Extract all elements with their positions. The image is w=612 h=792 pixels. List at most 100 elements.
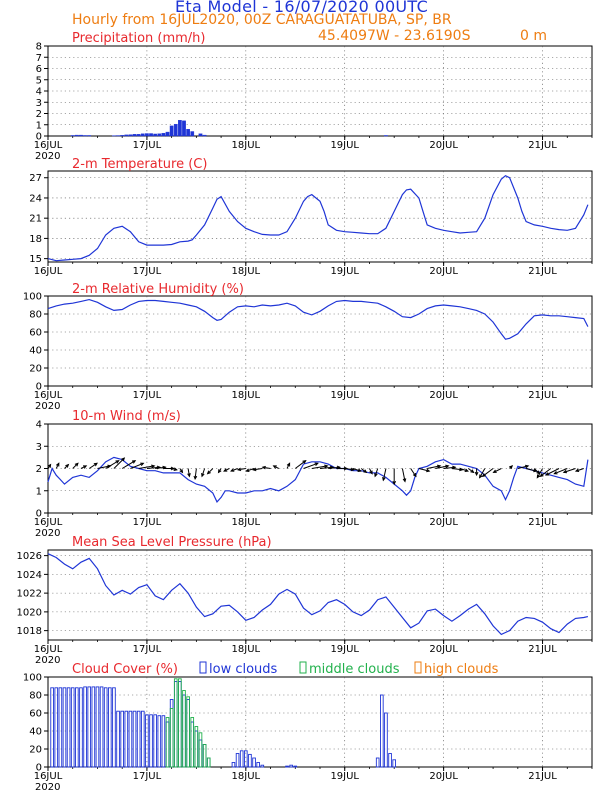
y-tick-label: 21	[29, 214, 42, 225]
panel-rh: 0 20 40 60 80 100 16JUL 17JUL 18JUL 19JUL 20JUL 21J…	[23, 282, 593, 412]
cloud-bar-middle-clouds	[190, 717, 195, 768]
cloud-bar-low-clouds	[293, 765, 298, 768]
wind-vector-head	[121, 457, 126, 462]
precip-bar	[153, 133, 158, 137]
wind-vector	[155, 466, 166, 469]
x-tick-label: 17JUL	[133, 644, 162, 655]
x-tick-label: 19JUL	[330, 644, 359, 655]
cloud-bar-low-clouds	[95, 686, 100, 768]
cloud-bar-low-clouds	[91, 686, 96, 768]
wind-vector	[427, 465, 441, 469]
cloud-bar-low-clouds	[66, 687, 71, 768]
wind-vector-head	[553, 470, 558, 475]
cloud-bar-middle-clouds	[165, 717, 170, 768]
cloud-bar-low-clouds	[58, 687, 63, 768]
wind-vector-head	[464, 468, 470, 472]
wind-vector-head	[314, 462, 319, 466]
wind-vector-head	[324, 464, 329, 469]
wind-vector-head	[223, 468, 228, 472]
wind-vector	[105, 460, 119, 469]
wind-vector-head	[206, 470, 211, 475]
wind-vector-head	[470, 469, 475, 474]
y-tick-label: 7	[36, 53, 42, 64]
wind-vector	[479, 468, 486, 478]
cloud-bar-low-clouds	[75, 687, 79, 768]
plot-frame	[47, 549, 593, 641]
wind-vector	[319, 466, 334, 469]
cloud-bar-low-clouds	[285, 765, 289, 768]
cloud-bar-low-clouds	[120, 710, 124, 768]
y-tick-label: 4	[36, 420, 42, 431]
cloud-bar-low-clouds	[50, 687, 54, 768]
precip-bar	[202, 134, 207, 137]
wind-vector	[72, 462, 79, 469]
panel-title: Mean Sea Level Pressure (hPa)	[72, 535, 272, 550]
panel-temp: 15 18 21 24 27 16JUL 17JUL 18JUL 19JUL 20JUL 21JUL…	[29, 157, 593, 277]
cloud-bar-low-clouds	[79, 687, 83, 768]
wind-vector	[113, 457, 125, 469]
wind-vector	[237, 468, 246, 471]
precip-bar	[198, 133, 203, 137]
wind-vector-head	[55, 462, 60, 467]
x-tick-label: 17JUL	[133, 140, 162, 151]
y-tick-label: 8	[36, 42, 42, 53]
cloud-bar-low-clouds	[103, 687, 108, 768]
precip-bar	[124, 134, 129, 137]
precip-bar	[157, 133, 162, 137]
precip-bar	[186, 129, 190, 137]
panel-title: 2-m Relative Humidity (%)	[72, 282, 244, 297]
cloud-bar-low-clouds	[248, 753, 252, 768]
y-tick-label: 1020	[17, 607, 42, 618]
legend-label: middle clouds	[309, 662, 400, 677]
cloud-bar-low-clouds	[239, 750, 244, 768]
y-tick-label: 100	[23, 673, 42, 684]
wind-vector-head	[170, 466, 175, 471]
precip-bar	[87, 135, 92, 137]
precip-bar	[178, 120, 182, 137]
wind-vector-head	[272, 465, 277, 469]
wind-vector	[493, 468, 502, 473]
wind-vector	[253, 468, 263, 471]
wind-vector-head	[74, 462, 79, 467]
y-tick-label: 20	[29, 745, 42, 756]
y-tick-label: 0	[36, 382, 42, 393]
x-tick-label: 18JUL	[232, 140, 261, 151]
wind-vector	[97, 465, 111, 469]
y-tick-label: 40	[29, 727, 42, 738]
y-tick-label: 1	[36, 486, 42, 497]
plot-frame	[47, 676, 593, 768]
x-tick-label: 20JUL	[429, 266, 458, 277]
wind-vector-head	[392, 480, 397, 486]
legend-swatch	[414, 661, 422, 674]
wind-vector-head	[65, 463, 70, 468]
wind-vector-head	[201, 473, 205, 478]
wind-vector-head	[286, 462, 291, 467]
precip-bar	[136, 134, 141, 137]
precip-bar	[70, 135, 75, 137]
x-tick-label: 17JUL	[133, 517, 162, 528]
precip-bar	[140, 133, 145, 137]
cloud-bar-low-clouds	[132, 710, 137, 768]
wind-vector-head	[544, 472, 550, 476]
wind-vector-head	[115, 460, 120, 464]
panel-cloud: 0 20 40 60 80 100 16JUL 17JUL 18JUL 19JUL 20JUL 21J…	[23, 661, 593, 792]
wind-vector-head	[524, 464, 530, 469]
cloud-bar-middle-clouds	[194, 726, 199, 768]
x-tick-label: 16JUL	[34, 517, 63, 528]
legend-label: high clouds	[424, 662, 499, 677]
plot-frame	[47, 170, 593, 263]
wind-vector-head	[236, 467, 242, 472]
wind-vector-head	[245, 468, 250, 472]
wind-vector	[194, 468, 197, 479]
cloud-bar-low-clouds	[62, 687, 67, 768]
wind-vector	[138, 465, 155, 469]
wind-vector	[207, 468, 214, 475]
x-tick-label: 17JUL	[133, 390, 162, 401]
wind-vector	[418, 468, 430, 472]
wind-vector-head	[173, 467, 178, 471]
wind-vector-head	[539, 473, 544, 477]
y-tick-label: 0	[36, 132, 42, 143]
wind-vector-head	[479, 474, 483, 479]
